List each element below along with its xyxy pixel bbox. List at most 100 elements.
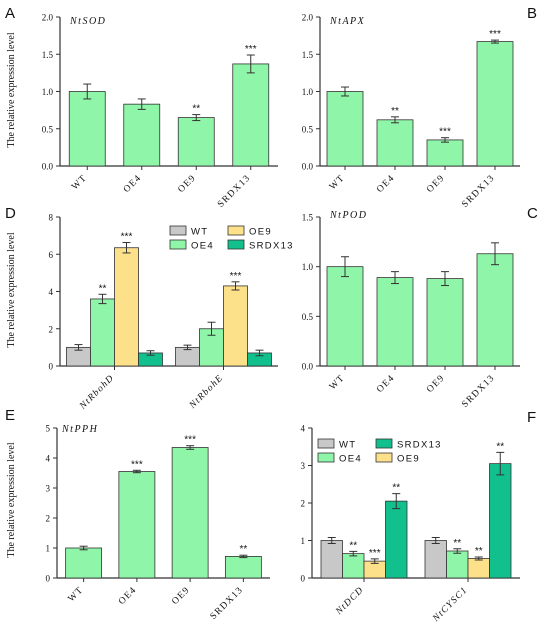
- y-tick-label: 0: [46, 574, 51, 584]
- legend-swatch: [169, 225, 187, 236]
- bar: [232, 63, 270, 167]
- y-tick-label: 3: [46, 484, 51, 494]
- y-tick-label: 0: [301, 574, 306, 584]
- x-tick-label: OE9: [425, 173, 447, 195]
- bar: [171, 447, 209, 579]
- chart-title: NtPPH: [61, 424, 98, 435]
- x-tick-label: OE9: [170, 585, 192, 607]
- legend-label: SRDX13: [249, 241, 294, 252]
- y-axis-title: The relative expression level: [6, 442, 17, 557]
- significance-label: ***: [489, 29, 501, 40]
- legend-D: WT OE9 OE4 SRDX13: [169, 225, 294, 252]
- significance-label: **: [475, 546, 483, 557]
- chart-panel-B: 0.0 0.5 1.0 1.5 2.0 B NtAPX WT ** OE4 *** OE9 *** SRD…: [302, 5, 537, 210]
- bar: [426, 139, 464, 167]
- legend-label: OE4: [191, 241, 214, 252]
- x-tick-label: SRDX13: [460, 173, 497, 210]
- y-tick-label: 0: [49, 362, 54, 372]
- chart-title: NtPOD: [329, 210, 368, 221]
- y-tick-label: 4: [49, 287, 54, 297]
- bar: [177, 117, 215, 167]
- y-tick-label: 2: [49, 324, 54, 334]
- significance-label: **: [391, 106, 399, 117]
- panel-letter: C: [527, 205, 538, 222]
- legend-label: SRDX13: [397, 440, 442, 451]
- y-tick-label: 1.5: [302, 213, 314, 223]
- panel-letter: F: [527, 409, 536, 426]
- panel-letter: A: [5, 5, 15, 22]
- chart-panel-E: 0 1 2 3 4 5 The relative expression level E NtPP…: [5, 407, 270, 622]
- y-tick-label: 0.0: [302, 162, 314, 172]
- y-tick-label: 8: [49, 213, 54, 223]
- y-tick-label: 1: [46, 544, 51, 554]
- chart-panel-A: 0.0 0.5 1.0 1.5 2.0 The relative expression l…: [5, 5, 278, 210]
- x-tick-label: WT: [328, 173, 347, 192]
- y-tick-label: 6: [49, 250, 54, 260]
- significance-label: **: [349, 540, 357, 551]
- bar-srdx13: [489, 463, 512, 579]
- significance-label: **: [496, 441, 504, 452]
- y-tick-label: 0.5: [42, 124, 54, 134]
- bar-oe9: [114, 247, 139, 367]
- y-tick-label: 1.5: [42, 50, 54, 60]
- panel-letter: D: [5, 205, 16, 222]
- legend-swatch: [227, 225, 245, 236]
- significance-label: **: [453, 538, 461, 549]
- y-tick-label: 0.0: [302, 362, 314, 372]
- significance-label: ***: [245, 44, 257, 55]
- x-tick-label: WT: [67, 585, 86, 604]
- x-tick-label: SRDX13: [209, 585, 246, 622]
- bar: [118, 471, 156, 579]
- bar-oe9: [223, 285, 248, 367]
- bar-oe4: [342, 553, 365, 579]
- y-tick-label: 0.5: [302, 124, 314, 134]
- legend-label: OE9: [249, 227, 272, 238]
- y-tick-label: 0.0: [42, 162, 54, 172]
- legend-swatch: [317, 438, 335, 449]
- legend-swatch: [227, 239, 245, 250]
- bar-oe9: [467, 558, 490, 579]
- y-tick-label: 1.5: [302, 50, 314, 60]
- chart-title: NtAPX: [329, 16, 365, 27]
- x-tick-label: OE4: [117, 585, 139, 607]
- significance-label: ***: [230, 271, 242, 282]
- bar-wt: [175, 346, 200, 367]
- significance-label: **: [99, 283, 107, 294]
- bar: [224, 556, 262, 579]
- legend-F: WT SRDX13 OE4 OE9: [317, 438, 442, 465]
- bar: [476, 253, 514, 367]
- significance-label: **: [192, 104, 200, 115]
- significance-label: ***: [131, 459, 143, 470]
- x-tick-label: OE9: [176, 173, 198, 195]
- x-tick-label: SRDX13: [460, 373, 497, 410]
- x-tick-label: NtDCD: [334, 585, 367, 618]
- chart-title: NtSOD: [69, 16, 106, 27]
- panel-letter: E: [5, 407, 15, 424]
- x-tick-label: SRDX13: [216, 173, 253, 210]
- y-tick-label: 2: [46, 514, 51, 524]
- x-tick-label: NtRbohD: [78, 373, 117, 412]
- bar-srdx13: [385, 500, 408, 579]
- y-tick-label: 4: [46, 454, 51, 464]
- x-tick-label: WT: [70, 173, 89, 192]
- bar: [376, 119, 414, 167]
- significance-label: ***: [369, 548, 381, 559]
- y-tick-label: 2: [301, 499, 306, 509]
- legend-swatch: [375, 452, 393, 463]
- y-tick-label: 1: [301, 536, 306, 546]
- bar: [65, 547, 103, 579]
- significance-label: **: [392, 483, 400, 494]
- significance-label: ***: [121, 232, 133, 243]
- legend-swatch: [317, 452, 335, 463]
- significance-label: **: [239, 544, 247, 555]
- x-tick-label: NtRbohE: [187, 373, 225, 411]
- significance-label: ***: [439, 127, 451, 138]
- x-tick-label: OE4: [122, 173, 144, 195]
- legend-label: WT: [339, 440, 356, 451]
- legend-swatch: [375, 438, 393, 449]
- y-tick-label: 4: [301, 424, 306, 434]
- bar: [326, 266, 364, 367]
- bar: [123, 103, 161, 167]
